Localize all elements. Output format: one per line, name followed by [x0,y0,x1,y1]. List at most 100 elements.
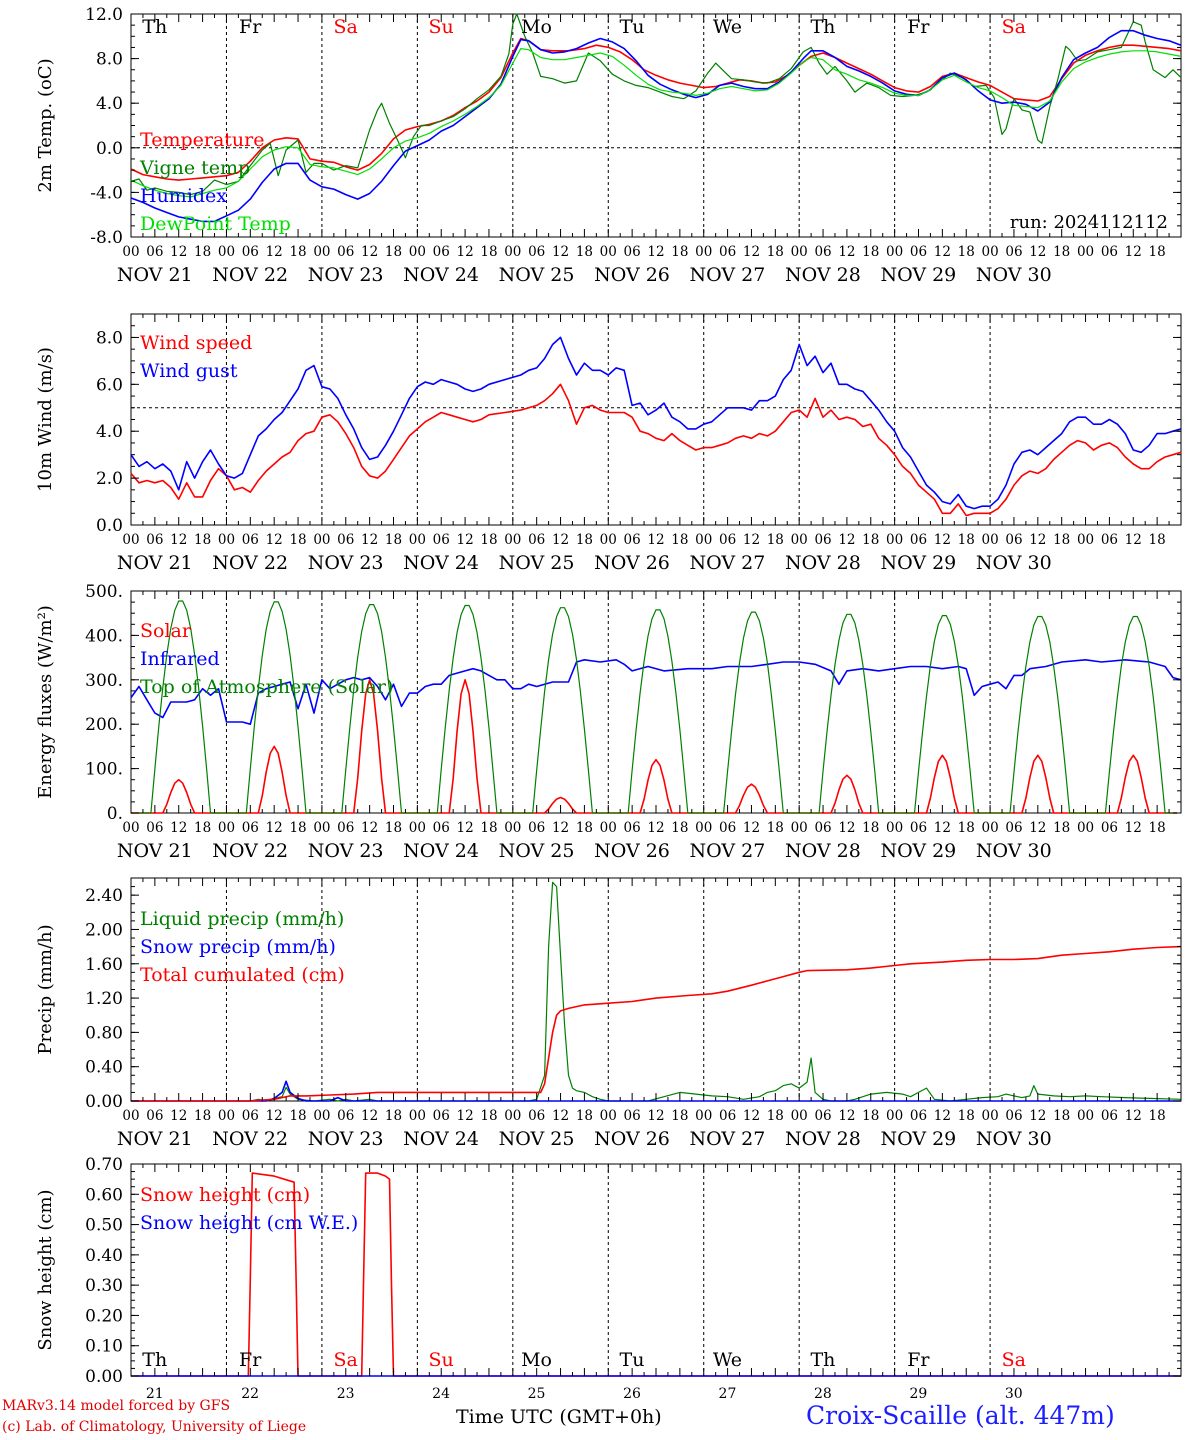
legend-entry: Snow height (cm) [140,1184,310,1206]
day-label: NOV 26 [594,840,670,862]
day-label: NOV 26 [594,264,670,286]
day-label: NOV 30 [976,1128,1052,1150]
hour-tick-label: 00 [791,532,808,548]
day-number-label: 29 [909,1386,927,1402]
day-label: NOV 22 [212,552,288,574]
hour-tick-label: 18 [194,820,211,836]
hour-tick-label: 18 [1053,1108,1070,1124]
hour-tick-label: 00 [695,1108,712,1124]
hour-tick-label: 06 [910,244,927,260]
day-label: NOV 27 [690,552,766,574]
hour-tick-label: 18 [576,244,593,260]
hour-tick-label: 00 [313,532,330,548]
panel-1 [130,13,1182,238]
hour-tick-label: 12 [647,244,664,260]
day-label: NOV 27 [690,840,766,862]
hour-tick-label: 06 [242,1108,259,1124]
hour-tick-label: 12 [1029,1108,1046,1124]
weekday-label: Su [428,1349,453,1371]
y-tick-label: 1.60 [85,955,123,975]
hour-tick-label: 12 [361,820,378,836]
legend-entry: Wind gust [140,360,238,382]
hour-tick-label: 12 [361,244,378,260]
hour-tick-label: 18 [1149,820,1166,836]
day-number-label: 30 [1005,1386,1023,1402]
weekday-label: Th [142,1349,167,1371]
hour-tick-label: 18 [480,1108,497,1124]
day-label: NOV 22 [212,264,288,286]
series-line-temperature [130,37,1182,181]
hour-tick-label: 00 [791,244,808,260]
y-tick-label: 0.20 [85,1306,123,1326]
hour-tick-label: 12 [170,820,187,836]
hour-tick-label: 00 [122,1108,139,1124]
hour-tick-label: 00 [791,820,808,836]
hour-tick-label: 06 [1005,244,1022,260]
hour-tick-label: 18 [289,820,306,836]
hour-tick-label: 00 [122,532,139,548]
hour-tick-label: 12 [361,532,378,548]
hour-tick-label: 12 [552,820,569,836]
hour-tick-label: 00 [122,244,139,260]
hour-tick-label: 00 [218,820,235,836]
hour-tick-label: 18 [1149,244,1166,260]
hour-tick-label: 06 [719,820,736,836]
hour-tick-label: 12 [456,244,473,260]
y-tick-label: 0.00 [85,1092,123,1112]
hour-tick-label: 00 [1077,820,1094,836]
hour-tick-label: 06 [528,1108,545,1124]
weekday-label: We [713,1349,742,1371]
day-label: NOV 22 [212,840,288,862]
hour-tick-label: 00 [600,1108,617,1124]
hour-tick-label: 18 [1149,1108,1166,1124]
series-line-humidex [130,29,1182,223]
hour-tick-label: 18 [385,532,402,548]
hour-tick-label: 18 [958,244,975,260]
hour-tick-label: 00 [600,820,617,836]
hour-tick-label: 06 [146,532,163,548]
hour-tick-label: 00 [409,532,426,548]
hour-tick-label: 06 [528,820,545,836]
day-label: NOV 23 [308,552,384,574]
hour-tick-label: 00 [886,532,903,548]
hour-tick-label: 12 [552,1108,569,1124]
weekday-label: Sa [1002,1349,1026,1371]
day-label: NOV 24 [403,1128,479,1150]
hour-tick-label: 06 [242,244,259,260]
weekday-label: Fr [907,1349,930,1371]
hour-tick-label: 06 [814,820,831,836]
hour-tick-label: 18 [480,532,497,548]
hour-tick-label: 18 [767,244,784,260]
y-tick-label: 0. [107,804,123,824]
weekday-label: Th [142,16,167,38]
y-tick-label: 1.20 [85,989,123,1009]
hour-tick-label: 12 [456,532,473,548]
day-label: NOV 30 [976,552,1052,574]
hour-tick-label: 00 [218,244,235,260]
hour-tick-label: 00 [981,532,998,548]
day-label: NOV 25 [499,552,575,574]
hour-tick-label: 12 [743,532,760,548]
hour-tick-label: 06 [433,820,450,836]
hour-tick-label: 00 [504,532,521,548]
day-label: NOV 25 [499,264,575,286]
weekday-label: Sa [333,16,357,38]
hour-tick-label: 18 [385,244,402,260]
hour-tick-label: 12 [456,1108,473,1124]
hour-tick-label: 12 [170,1108,187,1124]
hour-tick-label: 06 [624,820,641,836]
hour-tick-label: 06 [337,820,354,836]
hour-tick-label: 12 [934,532,951,548]
hour-tick-label: 18 [767,532,784,548]
y-tick-label: 6.0 [96,375,123,395]
weekday-label: Tu [620,1349,645,1371]
y-axis-title: Precip (mm/h) [35,924,56,1054]
lab-credit: (c) Lab. of Climatology, University of L… [2,1419,307,1435]
day-label: NOV 27 [690,1128,766,1150]
hour-tick-label: 00 [981,244,998,260]
legend-entry: DewPoint Temp [140,213,291,235]
hour-tick-label: 06 [814,1108,831,1124]
hour-tick-label: 12 [361,1108,378,1124]
panel-2 [130,313,1182,526]
weekday-label: Th [810,1349,835,1371]
